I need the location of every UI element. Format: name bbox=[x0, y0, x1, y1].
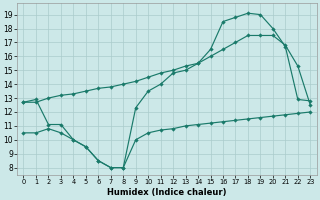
X-axis label: Humidex (Indice chaleur): Humidex (Indice chaleur) bbox=[107, 188, 227, 197]
